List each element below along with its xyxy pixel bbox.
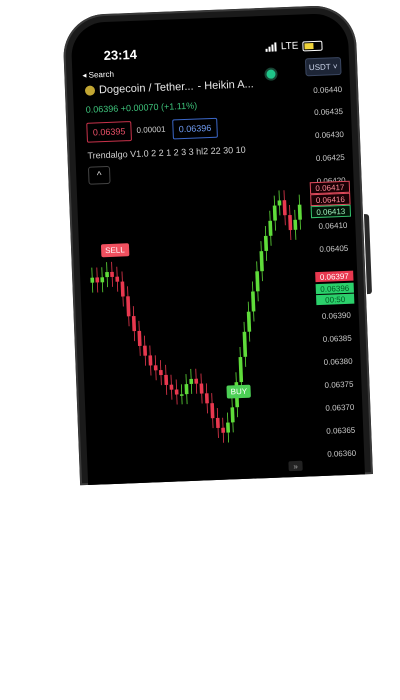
axis-tick: 0.06430: [314, 129, 345, 141]
buy-signal: BUY: [226, 384, 252, 399]
app-screen: 23:14 LTE ◂ Search USDT ˅ Dogecoin / Tet…: [70, 12, 365, 485]
axis-tick: 0.06435: [313, 106, 344, 118]
candle-body: [174, 389, 179, 395]
candle-body: [158, 370, 163, 376]
candle-body: [268, 220, 273, 236]
axis-tick: 0.06380: [323, 356, 353, 367]
battery-icon: [302, 40, 323, 51]
candle-body: [143, 345, 148, 356]
chevron-down-icon: ˅: [330, 61, 338, 71]
candle-body: [169, 384, 174, 390]
axis-tick: 0.06365: [326, 425, 356, 436]
candle-body: [263, 235, 269, 252]
candle-body: [282, 200, 287, 216]
sell-signal: SELL: [100, 243, 129, 258]
current-price-label-red: 0.06397: [315, 270, 354, 283]
axis-tick: 0.06390: [321, 310, 351, 321]
phone-side-button: [363, 213, 373, 295]
candle-body: [210, 403, 215, 419]
candle-body: [115, 276, 120, 282]
candle-body: [215, 417, 220, 429]
axis-tick: 0.06385: [322, 333, 352, 344]
candle-body: [148, 355, 153, 366]
candle-body: [242, 331, 248, 357]
candle-body: [184, 384, 189, 395]
axis-tick: 0.06440: [313, 84, 343, 96]
current-price-label-green: 0.06396: [315, 282, 354, 295]
candle-countdown: 00:50: [316, 293, 355, 306]
candle-body: [259, 251, 264, 272]
candle-body: [153, 365, 158, 371]
candle-body: [288, 214, 293, 231]
candle-body: [100, 277, 105, 283]
candle-body: [137, 330, 142, 346]
candle-body: [194, 378, 199, 384]
currency-label: USDT: [308, 61, 331, 72]
candle-body: [199, 383, 204, 394]
candle-body: [297, 204, 302, 220]
axis-tick: 0.06425: [315, 152, 345, 163]
axis-tick: 0.06405: [319, 243, 349, 254]
axis-tick: 0.06370: [325, 402, 355, 413]
scroll-right-icon[interactable]: »: [288, 460, 303, 472]
candle-body: [272, 205, 277, 221]
candle-body: [126, 296, 131, 317]
candle-body: [246, 311, 252, 332]
axis-tick: 0.06410: [318, 220, 348, 231]
price-label-low: 0.06413: [310, 204, 352, 219]
candle-body: [189, 378, 194, 385]
candle-body: [251, 291, 256, 312]
candle-body: [164, 374, 169, 385]
candle-body: [230, 407, 235, 423]
candle-body: [226, 422, 231, 433]
candle-body: [105, 272, 109, 278]
candle-body: [204, 393, 209, 404]
candle-body: [238, 356, 244, 383]
axis-tick: 0.06360: [327, 448, 357, 459]
candle-body: [277, 200, 282, 206]
candle-body: [95, 277, 100, 283]
price-chart[interactable]: [70, 14, 320, 485]
phone-frame: 23:14 LTE ◂ Search USDT ˅ Dogecoin / Tet…: [62, 4, 373, 486]
candle-body: [255, 271, 260, 292]
candle-body: [120, 281, 125, 297]
axis-tick: 0.06375: [324, 379, 354, 390]
candle-body: [293, 219, 298, 230]
candle-body: [179, 394, 184, 396]
candle-body: [221, 427, 226, 433]
candle-body: [110, 271, 114, 277]
candle-body: [90, 277, 95, 283]
candle-body: [131, 316, 137, 332]
